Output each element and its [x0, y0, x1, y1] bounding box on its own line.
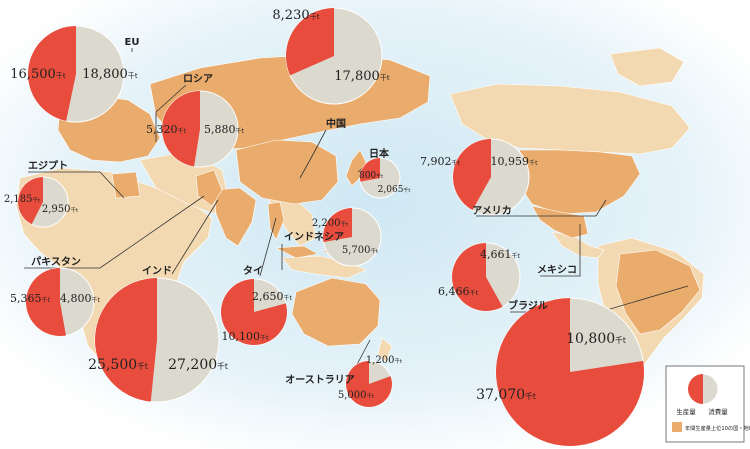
australia-production-slice: [346, 361, 392, 407]
japan-label: 日本: [369, 147, 390, 160]
indonesia-pie: [322, 207, 382, 267]
mexico-leader-line: [540, 224, 581, 277]
russia-consumption-value: 5,880千t: [204, 123, 245, 136]
india-production-value: 25,500千t: [88, 357, 148, 373]
usa-production-slice: [452, 139, 491, 211]
china-production-slice: [285, 8, 334, 76]
thailand-land: [267, 201, 285, 241]
brazil-production-slice: [496, 298, 644, 447]
brazil-production-value: 37,070千t: [476, 387, 536, 403]
egypt-label: エジプト: [28, 159, 68, 172]
pakistan-consumption-value: 4,800千t: [60, 292, 101, 305]
eu-production-value: 16,500千t: [10, 67, 66, 82]
brazil-label: ブラジル: [508, 299, 548, 312]
mexico-consumption-value: 4,661千t: [480, 248, 521, 261]
legend-consumption-label: 消費量: [708, 407, 728, 416]
australia-consumption-value: 1,200千t: [366, 355, 403, 366]
russia-production-value: 5,320千t: [146, 123, 187, 136]
australia-label: オーストラリア: [285, 374, 355, 386]
pakistan-pie: [25, 267, 95, 337]
mexico-label: メキシコ: [537, 264, 577, 276]
india-label: インド: [142, 265, 172, 277]
pie-charts: 16,500千t 18,800千t 5,320千t 5,880千t 8,230千t 17,…: [4, 7, 645, 447]
indonesia-production-value: 2,200千t: [312, 218, 349, 229]
legend-top10-label: 年間生産量上位10の国・地域: [685, 424, 750, 432]
japan-consumption-value: 2,065千t: [378, 185, 411, 195]
usa-leader-line: [476, 199, 607, 217]
eu-pie: [27, 25, 125, 123]
brazil-land: [615, 249, 701, 335]
indonesia-production-slice: [323, 208, 352, 243]
india-leader-line: [171, 199, 219, 275]
pakistan-production-value: 5,365千t: [10, 292, 51, 305]
india-land: [213, 187, 257, 247]
china-pie: [285, 7, 383, 105]
indonesia-consumption-value: 5,700千t: [342, 245, 379, 256]
egypt-consumption-value: 2,950千t: [42, 204, 79, 215]
japan-production-slice: [360, 158, 380, 182]
egypt-leader-line: [28, 171, 125, 199]
usa-pie: [452, 138, 530, 216]
usa-production-value: 7,902千t: [420, 155, 461, 168]
australia-production-value: 5,000千t: [338, 390, 375, 401]
thailand-production-value: 10,100千t: [222, 330, 270, 343]
china-production-value: 8,230千t: [272, 8, 319, 23]
egypt-production-slice: [18, 177, 43, 225]
china-consumption-value: 17,800千t: [334, 69, 390, 84]
egypt-land: [111, 171, 141, 199]
australia-pie: [345, 360, 393, 408]
china-label: 中国: [326, 117, 346, 130]
eu-production-slice: [28, 26, 77, 121]
central-america-land: [551, 231, 605, 259]
eu-consumption-value: 18,800千t: [82, 67, 138, 82]
greenland-land: [609, 47, 685, 87]
australia-land: [291, 277, 381, 347]
legend-top10-swatch: [672, 422, 682, 432]
eu-label: EU: [125, 37, 140, 48]
brazil-consumption-value: 10,800千t: [566, 331, 626, 347]
russia-production-slice: [162, 91, 200, 167]
usa-land: [515, 149, 641, 215]
thailand-consumption-value: 2,650千t: [252, 290, 293, 303]
india-pie: [94, 277, 220, 403]
japan-pie: [359, 157, 401, 199]
legend-production-slice: [688, 374, 703, 404]
egypt-pie: [17, 176, 69, 228]
india-consumption-value: 27,200千t: [168, 357, 228, 373]
india-production-slice: [95, 278, 157, 402]
pakistan-production-slice: [26, 268, 66, 336]
indonesia-label: インドネシア: [284, 231, 344, 243]
new-zealand-land: [377, 337, 393, 363]
thailand-pie: [220, 278, 288, 346]
china-leader-line: [299, 129, 327, 179]
brazil-pie: [495, 297, 645, 447]
legend-pie: [687, 373, 719, 405]
thailand-label: タイ: [243, 265, 263, 277]
mexico-pie: [451, 242, 521, 312]
pakistan-label: パキスタン: [31, 256, 81, 268]
usa-label: アメリカ: [472, 205, 512, 217]
pakistan-leader-line: [24, 195, 205, 269]
egypt-production-value: 2,185千t: [4, 194, 41, 205]
usa-consumption-value: 10,959千t: [491, 155, 539, 168]
russia-leader-line: [155, 84, 187, 142]
mexico-production-slice: [451, 243, 503, 312]
thailand-production-slice: [221, 279, 287, 346]
thailand-leader-line: [259, 217, 277, 277]
legend-production-label: 生産量: [676, 407, 696, 416]
russia-pie: [161, 90, 239, 168]
legend: 生産量 消費量 年間生産量上位10の国・地域: [665, 365, 750, 443]
mexico-production-value: 6,466千t: [438, 285, 479, 298]
japan-production-value: 800千t: [359, 171, 383, 181]
legend-pie: [687, 373, 719, 405]
russia-label: ロシア: [183, 73, 213, 85]
